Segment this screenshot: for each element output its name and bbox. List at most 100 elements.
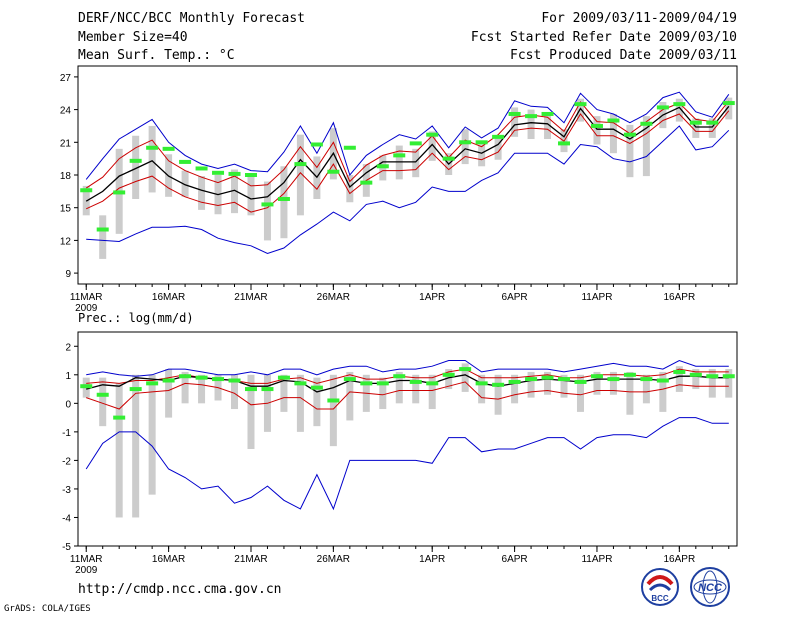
observed-marker	[525, 377, 538, 382]
observed-marker	[310, 142, 323, 147]
bcc-logo-icon: BCC	[641, 568, 679, 606]
y-tick-label: 1	[65, 371, 71, 382]
member-range-bar	[296, 374, 304, 432]
observed-marker	[706, 120, 719, 125]
observed-marker	[558, 141, 571, 146]
observed-marker	[261, 387, 274, 392]
x-tick-label: 16APR	[663, 554, 695, 565]
y-tick-label: -5	[62, 542, 71, 553]
observed-marker	[376, 164, 389, 169]
observed-marker	[442, 372, 455, 377]
member-range-bar	[280, 374, 288, 412]
observed-marker	[277, 196, 290, 201]
observed-marker	[426, 381, 439, 386]
member-range-bar	[478, 374, 486, 404]
member-range-bar	[313, 377, 321, 427]
plot-frame	[77, 65, 738, 285]
x-tick-label: 6APR	[502, 292, 528, 303]
member-range-bar	[428, 374, 436, 410]
member-range-bar	[148, 374, 156, 495]
ensemble-mean-line	[86, 374, 729, 393]
observed-marker	[146, 145, 159, 150]
y-tick-label: 24	[60, 106, 72, 117]
observed-marker	[409, 379, 422, 384]
x-tick-label: 1APR	[419, 292, 445, 303]
observed-marker	[409, 141, 422, 146]
observed-marker	[310, 385, 323, 390]
observed-marker	[459, 367, 472, 372]
member-range-bar	[659, 371, 667, 412]
observed-marker	[656, 378, 669, 383]
observed-marker	[343, 377, 356, 382]
observed-marker	[228, 378, 241, 383]
y-tick-label: 21	[60, 138, 72, 149]
ensemble-min-line	[86, 125, 730, 255]
observed-marker	[459, 140, 472, 145]
observed-marker	[689, 120, 702, 125]
observed-marker	[689, 372, 702, 377]
member-range-bar	[395, 371, 403, 404]
observed-marker	[590, 374, 603, 379]
observed-marker	[327, 398, 340, 403]
y-tick-label: 0	[65, 399, 71, 410]
member-range-bar	[544, 113, 552, 140]
x-tick-label: 11APR	[581, 554, 612, 565]
member-range-bar	[576, 374, 584, 412]
x-tick-label: 6APR	[502, 554, 528, 565]
member-range-bar	[527, 109, 535, 140]
source-url[interactable]: http://cmdp.ncc.cma.gov.cn	[78, 582, 282, 597]
observed-marker	[525, 114, 538, 119]
x-year-label: 2009	[75, 303, 98, 314]
observed-marker	[80, 188, 93, 193]
member-range-bar	[461, 363, 469, 392]
member-range-bar	[626, 124, 634, 178]
member-range-bar	[115, 383, 123, 518]
observed-marker	[294, 381, 307, 386]
member-range-bar	[132, 374, 140, 518]
observed-marker	[541, 375, 554, 380]
x-tick-label: 1APR	[419, 554, 445, 565]
observed-marker	[558, 377, 571, 382]
ensemble-max-line	[86, 359, 729, 377]
upper-spread-line	[85, 100, 730, 189]
observed-marker	[706, 374, 719, 379]
observed-marker	[640, 377, 653, 382]
member-range-bar	[560, 374, 568, 398]
chart-panel-2: Prec.: log(mm/d) -5 -4 -3 -2 -1 0 1 2 11MAR 16MAR 2…	[62, 311, 738, 576]
member-range-bar	[181, 170, 189, 197]
member-range-bar	[263, 181, 271, 241]
member-range-bar	[445, 369, 453, 390]
observed-marker	[244, 387, 257, 392]
member-range-bar	[675, 98, 683, 122]
observed-marker	[590, 123, 603, 128]
member-range-bar	[181, 371, 189, 404]
chart-panel-1: 9 12 15 18 21 24 27 11MAR 16MAR 21MAR 26MAR 1APR 6AP…	[60, 65, 738, 314]
observed-marker	[96, 227, 109, 232]
observed-marker	[475, 140, 488, 145]
y-tick-label: 27	[60, 73, 72, 84]
y-tick-label: 12	[60, 236, 72, 247]
member-range-bar	[478, 144, 486, 167]
member-range-bar	[725, 369, 733, 398]
observed-marker	[277, 375, 290, 380]
observed-marker	[195, 375, 208, 380]
ncc-logo-icon: NCC	[690, 567, 730, 607]
member-range-bar	[609, 371, 617, 395]
forecast-period: For 2009/03/11-2009/04/19	[541, 11, 737, 26]
observed-marker	[113, 415, 126, 420]
member-range-bar	[379, 377, 387, 410]
plot-frame	[77, 331, 738, 547]
member-range-bar	[148, 125, 156, 193]
lower-spread-line	[85, 110, 730, 213]
x-tick-label: 26MAR	[317, 292, 350, 303]
ensemble-max-line	[85, 91, 730, 180]
x-tick-label: 16MAR	[152, 554, 185, 565]
y-tick-label: -1	[62, 428, 71, 439]
observed-marker	[228, 171, 241, 176]
x-tick-label: 11MAR	[70, 292, 103, 303]
member-range-bar	[692, 369, 700, 390]
member-range-bar	[544, 371, 552, 395]
ensemble-min-line	[85, 417, 729, 511]
observed-marker	[607, 377, 620, 382]
